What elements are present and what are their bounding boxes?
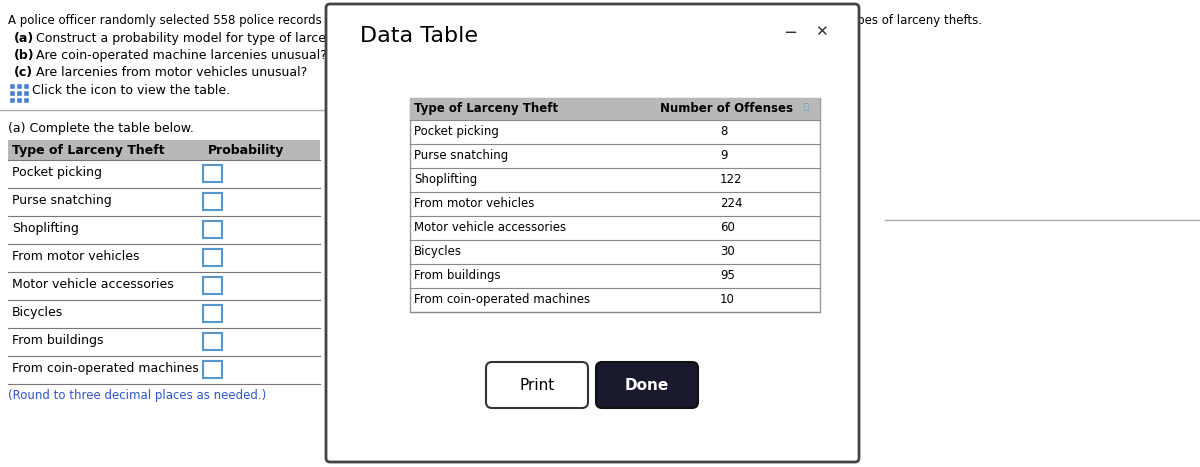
Bar: [410, 98, 820, 120]
Text: Motor vehicle accessories: Motor vehicle accessories: [414, 221, 566, 234]
FancyBboxPatch shape: [596, 362, 698, 408]
Text: Purse snatching: Purse snatching: [12, 194, 112, 207]
Text: From buildings: From buildings: [12, 334, 103, 347]
Text: Motor vehicle accessories: Motor vehicle accessories: [12, 278, 174, 291]
Bar: [17, 84, 22, 89]
FancyBboxPatch shape: [203, 192, 222, 210]
Text: Number of Offenses: Number of Offenses: [660, 102, 793, 115]
FancyBboxPatch shape: [486, 362, 588, 408]
Bar: [410, 98, 820, 312]
Text: Type of Larceny Theft: Type of Larceny Theft: [414, 102, 558, 115]
Text: Construct a probability model for type of larceny theft.: Construct a probability model for type o…: [36, 32, 379, 45]
Text: Type of Larceny Theft: Type of Larceny Theft: [12, 144, 164, 157]
Bar: [8, 140, 320, 160]
Bar: [24, 84, 29, 89]
Text: Bicycles: Bicycles: [12, 306, 64, 319]
Text: 224: 224: [720, 197, 743, 210]
Text: From coin-operated machines: From coin-operated machines: [12, 362, 199, 375]
Text: Are coin-operated machine larcenies unusual?: Are coin-operated machine larcenies unus…: [36, 49, 326, 62]
Text: (Round to three decimal places as needed.): (Round to three decimal places as needed…: [8, 389, 266, 402]
Text: Click the icon to view the table.: Click the icon to view the table.: [32, 84, 230, 97]
Text: 8: 8: [720, 125, 727, 138]
Bar: [10, 84, 14, 89]
Text: Done: Done: [625, 377, 670, 392]
Bar: [17, 91, 22, 96]
FancyBboxPatch shape: [203, 164, 222, 182]
FancyBboxPatch shape: [203, 361, 222, 377]
Text: 9: 9: [720, 149, 727, 162]
Text: Data Table: Data Table: [360, 26, 478, 46]
Text: (a): (a): [14, 32, 35, 45]
Text: ⬜: ⬜: [804, 102, 809, 111]
Text: Pocket picking: Pocket picking: [414, 125, 499, 138]
Bar: [10, 91, 14, 96]
Bar: [24, 98, 29, 103]
FancyBboxPatch shape: [203, 304, 222, 321]
Text: From motor vehicles: From motor vehicles: [12, 250, 139, 263]
Text: Probability: Probability: [208, 144, 284, 157]
FancyBboxPatch shape: [203, 333, 222, 349]
Text: 95: 95: [720, 269, 734, 282]
Text: From motor vehicles: From motor vehicles: [414, 197, 534, 210]
Text: ✕: ✕: [815, 24, 828, 39]
Text: Shoplifting: Shoplifting: [414, 173, 478, 186]
Text: A police officer randomly selected 558 police records of larceny thefts. The acc: A police officer randomly selected 558 p…: [8, 14, 982, 27]
Text: 60: 60: [720, 221, 734, 234]
Bar: [10, 98, 14, 103]
Text: 122: 122: [720, 173, 743, 186]
Text: Bicycles: Bicycles: [414, 245, 462, 258]
Text: ─: ─: [785, 24, 796, 42]
FancyBboxPatch shape: [203, 248, 222, 266]
Text: Are larcenies from motor vehicles unusual?: Are larcenies from motor vehicles unusua…: [36, 66, 307, 79]
Text: From buildings: From buildings: [414, 269, 500, 282]
Text: From coin-operated machines: From coin-operated machines: [414, 293, 590, 306]
Text: Pocket picking: Pocket picking: [12, 166, 102, 179]
Text: (a) Complete the table below.: (a) Complete the table below.: [8, 122, 194, 135]
Text: (b): (b): [14, 49, 35, 62]
FancyBboxPatch shape: [203, 220, 222, 238]
FancyBboxPatch shape: [203, 276, 222, 293]
Bar: [17, 98, 22, 103]
FancyBboxPatch shape: [326, 4, 859, 462]
Text: Purse snatching: Purse snatching: [414, 149, 509, 162]
Text: Print: Print: [520, 377, 554, 392]
Text: (c): (c): [14, 66, 34, 79]
Text: Shoplifting: Shoplifting: [12, 222, 79, 235]
Bar: [24, 91, 29, 96]
Text: 30: 30: [720, 245, 734, 258]
Text: 10: 10: [720, 293, 734, 306]
